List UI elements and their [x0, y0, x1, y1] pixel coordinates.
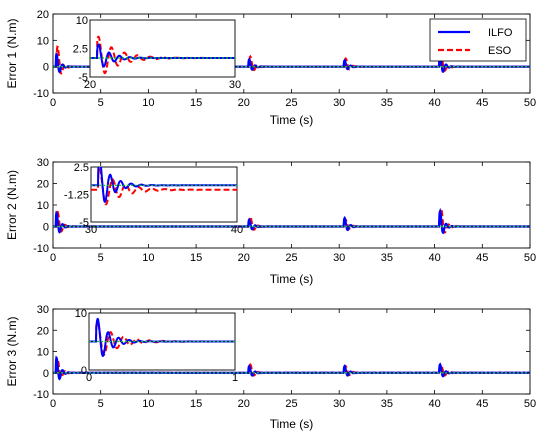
x-tick-label: 10 — [142, 252, 154, 264]
x-tick-label: 5 — [98, 97, 104, 109]
x-tick-label: 40 — [428, 252, 440, 264]
x-axis-label: Time (s) — [270, 113, 314, 127]
x-tick-label: 0 — [50, 398, 56, 410]
series-group — [53, 205, 530, 235]
inset-y-tick-label: -1.25 — [64, 190, 89, 202]
inset-frame — [90, 166, 238, 223]
inset-series — [91, 167, 237, 206]
legend-box — [429, 18, 527, 62]
legend-eso-label: ESO — [488, 45, 512, 57]
inset-frame — [89, 19, 236, 78]
x-tick-label: 0 — [50, 252, 56, 264]
inset-series — [89, 317, 235, 357]
inset-2: 30 40 2.5 -1.25 -5 — [64, 162, 243, 236]
inset-eso-line — [91, 167, 237, 206]
x-tick-label: 35 — [381, 97, 393, 109]
x-tick-label: 20 — [238, 398, 250, 410]
x-tick-label: 0 — [50, 97, 56, 109]
y-tick-label: 0 — [43, 222, 49, 234]
series-group — [53, 355, 530, 381]
x-tick-label: 50 — [524, 97, 536, 109]
legend-ilfo-label: ILFO — [488, 27, 513, 39]
x-tick-label: 35 — [381, 252, 393, 264]
x-tick-label: 20 — [238, 97, 250, 109]
x-tick-label: 45 — [476, 398, 488, 410]
y-tick-label: 20 — [37, 9, 49, 21]
x-tick-label: 15 — [190, 252, 202, 264]
x-axis-label: Time (s) — [270, 417, 314, 431]
x-tick-label: 25 — [285, 398, 297, 410]
x-tick-label: 50 — [524, 252, 536, 264]
y-axis-label: Error 1 (N.m) — [5, 19, 19, 89]
y-tick-label: -10 — [33, 88, 49, 100]
inset-x-tick-label: 1 — [232, 372, 238, 384]
inset-y-tick-label: -5 — [79, 217, 89, 229]
x-tick-label: 15 — [190, 398, 202, 410]
y-tick-label: 0 — [43, 368, 49, 380]
axes-frame — [52, 161, 531, 249]
x-tick-label: 15 — [190, 97, 202, 109]
y-tick-label: 30 — [37, 157, 49, 169]
inset-x-tick-label: 30 — [85, 224, 97, 236]
x-tick-label: 10 — [142, 97, 154, 109]
x-tick-label: 30 — [333, 252, 345, 264]
x-tick-label: 20 — [238, 252, 250, 264]
inset-y-tick-label: -5 — [78, 72, 88, 84]
y-tick-label: 10 — [37, 35, 49, 47]
x-tick-label: 5 — [98, 398, 104, 410]
x-tick-label: 30 — [333, 97, 345, 109]
inset-1: 20 30 10 2.5 -5 — [73, 15, 241, 91]
x-tick-label: 25 — [285, 97, 297, 109]
axes-frame — [52, 13, 531, 94]
inset-x-tick-label: 40 — [231, 224, 243, 236]
y-tick-label: -10 — [33, 243, 49, 255]
y-tick-label: 10 — [37, 200, 49, 212]
legend: ILFO ESO — [429, 18, 527, 62]
inset-y-tick-label: 10 — [75, 308, 87, 320]
x-axis-label: Time (s) — [270, 272, 314, 286]
inset-y-tick-label: 2.5 — [74, 162, 89, 174]
y-axis-label: Error 3 (N.m) — [5, 317, 19, 387]
x-tick-label: 30 — [333, 398, 345, 410]
x-tick-label: 5 — [98, 252, 104, 264]
y-tick-label: 30 — [37, 304, 49, 316]
inset-series — [90, 35, 235, 75]
inset-x-tick-label: 30 — [229, 79, 241, 91]
y-tick-label: 20 — [37, 179, 49, 191]
y-tick-label: 10 — [37, 347, 49, 359]
y-tick-label: 0 — [43, 62, 49, 74]
x-tick-label: 25 — [285, 252, 297, 264]
inset-3: 0 1 10 0 — [75, 308, 238, 384]
y-axis-label: Error 2 (N.m) — [5, 170, 19, 240]
x-tick-label: 45 — [476, 252, 488, 264]
x-tick-label: 40 — [428, 97, 440, 109]
x-tick-label: 10 — [142, 398, 154, 410]
x-tick-label: 40 — [428, 398, 440, 410]
y-tick-label: -10 — [33, 389, 49, 401]
axes-frame — [52, 308, 531, 395]
inset-x-tick-label: 20 — [84, 79, 96, 91]
x-tick-label: 45 — [476, 97, 488, 109]
inset-y-tick-label: 0 — [81, 365, 87, 377]
inset-x-tick-label: 0 — [86, 372, 92, 384]
x-tick-label: 35 — [381, 398, 393, 410]
x-tick-label: 50 — [524, 398, 536, 410]
inset-y-tick-label: 10 — [76, 15, 88, 27]
inset-y-tick-label: 2.5 — [73, 44, 88, 56]
y-tick-label: 20 — [37, 325, 49, 337]
